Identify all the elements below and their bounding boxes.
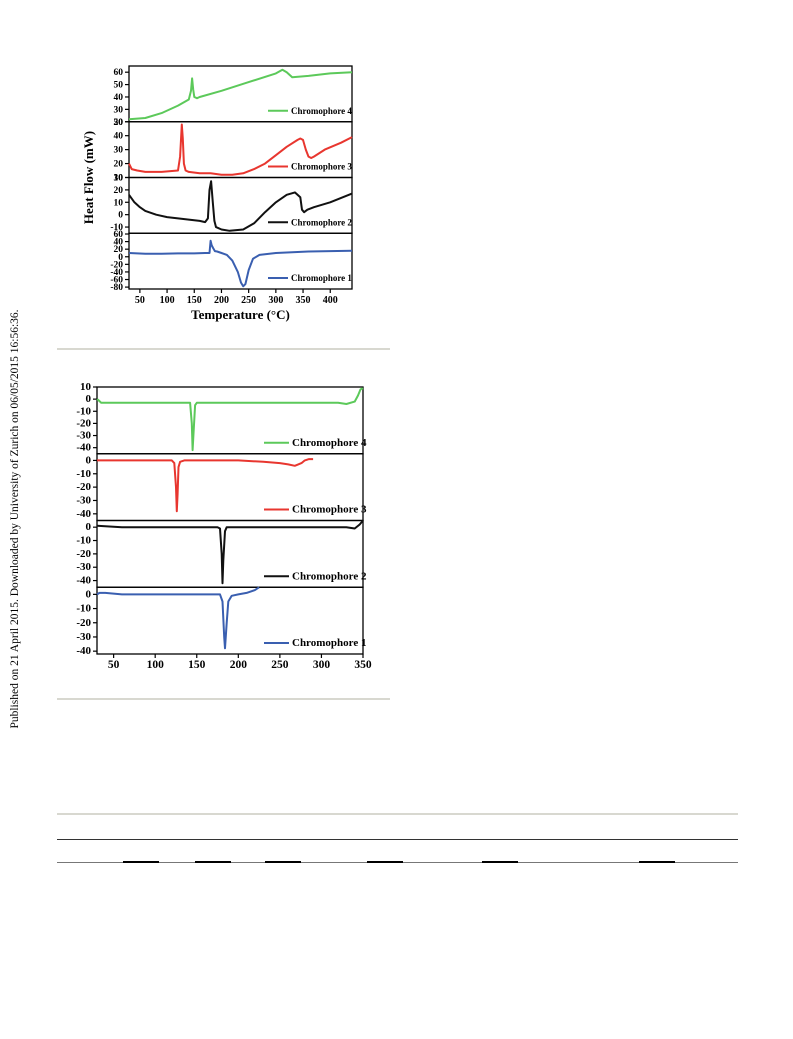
x-tick-label: 400	[323, 295, 338, 306]
figure-separator	[57, 348, 390, 350]
x-tick-label: 300	[313, 659, 331, 671]
series-line-chromophore-2	[96, 519, 364, 585]
table-column-mark	[123, 861, 159, 863]
y-tick-label: 0	[86, 521, 92, 533]
y-tick-label: 0	[86, 588, 92, 600]
series-line-chromophore-3	[97, 458, 314, 513]
legend-label: Chromophore 4	[292, 437, 367, 449]
y-tick-label: -30	[76, 494, 91, 506]
panel-frame	[128, 232, 353, 290]
x-tick-label: 350	[354, 659, 372, 671]
y-tick-label: -30	[76, 430, 91, 442]
y-tick-label: -80	[110, 283, 123, 293]
y-tick-label: 20	[114, 118, 124, 128]
table-column-mark	[265, 861, 301, 863]
table-rule	[57, 813, 738, 815]
x-tick-label: 50	[135, 295, 145, 306]
x-axis-label: Temperature (°C)	[191, 307, 290, 322]
y-tick-label: 20	[114, 186, 124, 196]
y-tick-label: 40	[114, 238, 124, 248]
y-tick-label: 40	[114, 132, 124, 142]
y-tick-label: 10	[114, 198, 124, 208]
x-tick-label: 200	[214, 295, 229, 306]
y-tick-label: 30	[114, 174, 124, 184]
x-tick-label: 150	[187, 295, 202, 306]
series-line-chromophore-3	[128, 123, 353, 176]
x-tick-label: 150	[188, 659, 206, 671]
legend-label: Chromophore 4	[291, 106, 352, 116]
y-tick-label: -40	[76, 508, 91, 520]
y-tick-label: 30	[114, 105, 124, 115]
y-tick-label: -20	[76, 417, 91, 429]
x-tick-label: 250	[241, 295, 256, 306]
y-tick-label: 60	[114, 230, 124, 240]
y-tick-label: 50	[114, 118, 124, 128]
table-column-mark	[367, 861, 403, 863]
y-tick-label: 0	[86, 393, 92, 405]
table-column-mark	[639, 861, 675, 863]
y-tick-label: -10	[76, 535, 91, 547]
y-tick-label: 10	[114, 174, 124, 184]
y-tick-label: -40	[76, 442, 91, 454]
series-line-chromophore-1	[128, 239, 353, 288]
series-line-chromophore-4	[96, 387, 364, 452]
legend-label: Chromophore 3	[291, 162, 352, 172]
x-tick-label: 250	[271, 659, 289, 671]
y-tick-label: -30	[76, 631, 91, 643]
series-line-chromophore-1	[96, 586, 260, 650]
y-tick-label: 20	[114, 160, 124, 170]
x-tick-label: 300	[268, 295, 283, 306]
y-tick-label: -40	[76, 575, 91, 587]
table-column-mark	[195, 861, 231, 863]
y-tick-label: 20	[114, 245, 124, 255]
y-tick-label: -10	[76, 603, 91, 615]
x-tick-label: 350	[296, 295, 311, 306]
y-tick-label: 0	[118, 211, 123, 221]
y-tick-label: -20	[76, 481, 91, 493]
y-tick-label: 60	[114, 68, 124, 78]
y-tick-label: -10	[110, 223, 123, 233]
legend-label: Chromophore 1	[291, 273, 352, 283]
y-axis-label: Heat Flow (mW)	[81, 131, 96, 224]
y-tick-label: -30	[76, 561, 91, 573]
x-tick-label: 100	[160, 295, 175, 306]
table-column-mark	[482, 861, 518, 863]
table-rule	[57, 839, 738, 840]
y-tick-label: 30	[114, 146, 124, 156]
series-line-chromophore-2	[128, 180, 353, 232]
x-tick-label: 200	[230, 659, 248, 671]
series-line-chromophore-4	[128, 68, 353, 121]
y-tick-label: -20	[76, 617, 91, 629]
legend-label: Chromophore 3	[292, 504, 367, 516]
legend-label: Chromophore 2	[291, 217, 352, 227]
y-tick-label: 10	[80, 381, 92, 393]
y-tick-label: -10	[76, 468, 91, 480]
legend-label: Chromophore 2	[292, 570, 367, 582]
y-tick-label: -40	[110, 268, 123, 278]
y-tick-label: 0	[86, 454, 92, 466]
x-tick-label: 100	[147, 659, 165, 671]
y-tick-label: -40	[76, 645, 91, 657]
panel-frame	[96, 586, 364, 655]
y-tick-label: 50	[114, 81, 124, 91]
x-tick-label: 50	[108, 659, 120, 671]
y-tick-label: -60	[110, 276, 123, 286]
y-tick-label: -10	[76, 405, 91, 417]
figure-separator	[57, 698, 390, 700]
y-tick-label: 40	[114, 93, 124, 103]
y-tick-label: 0	[118, 253, 123, 263]
legend-label: Chromophore 1	[292, 637, 366, 649]
y-tick-label: -20	[76, 548, 91, 560]
y-tick-label: -20	[110, 260, 123, 270]
